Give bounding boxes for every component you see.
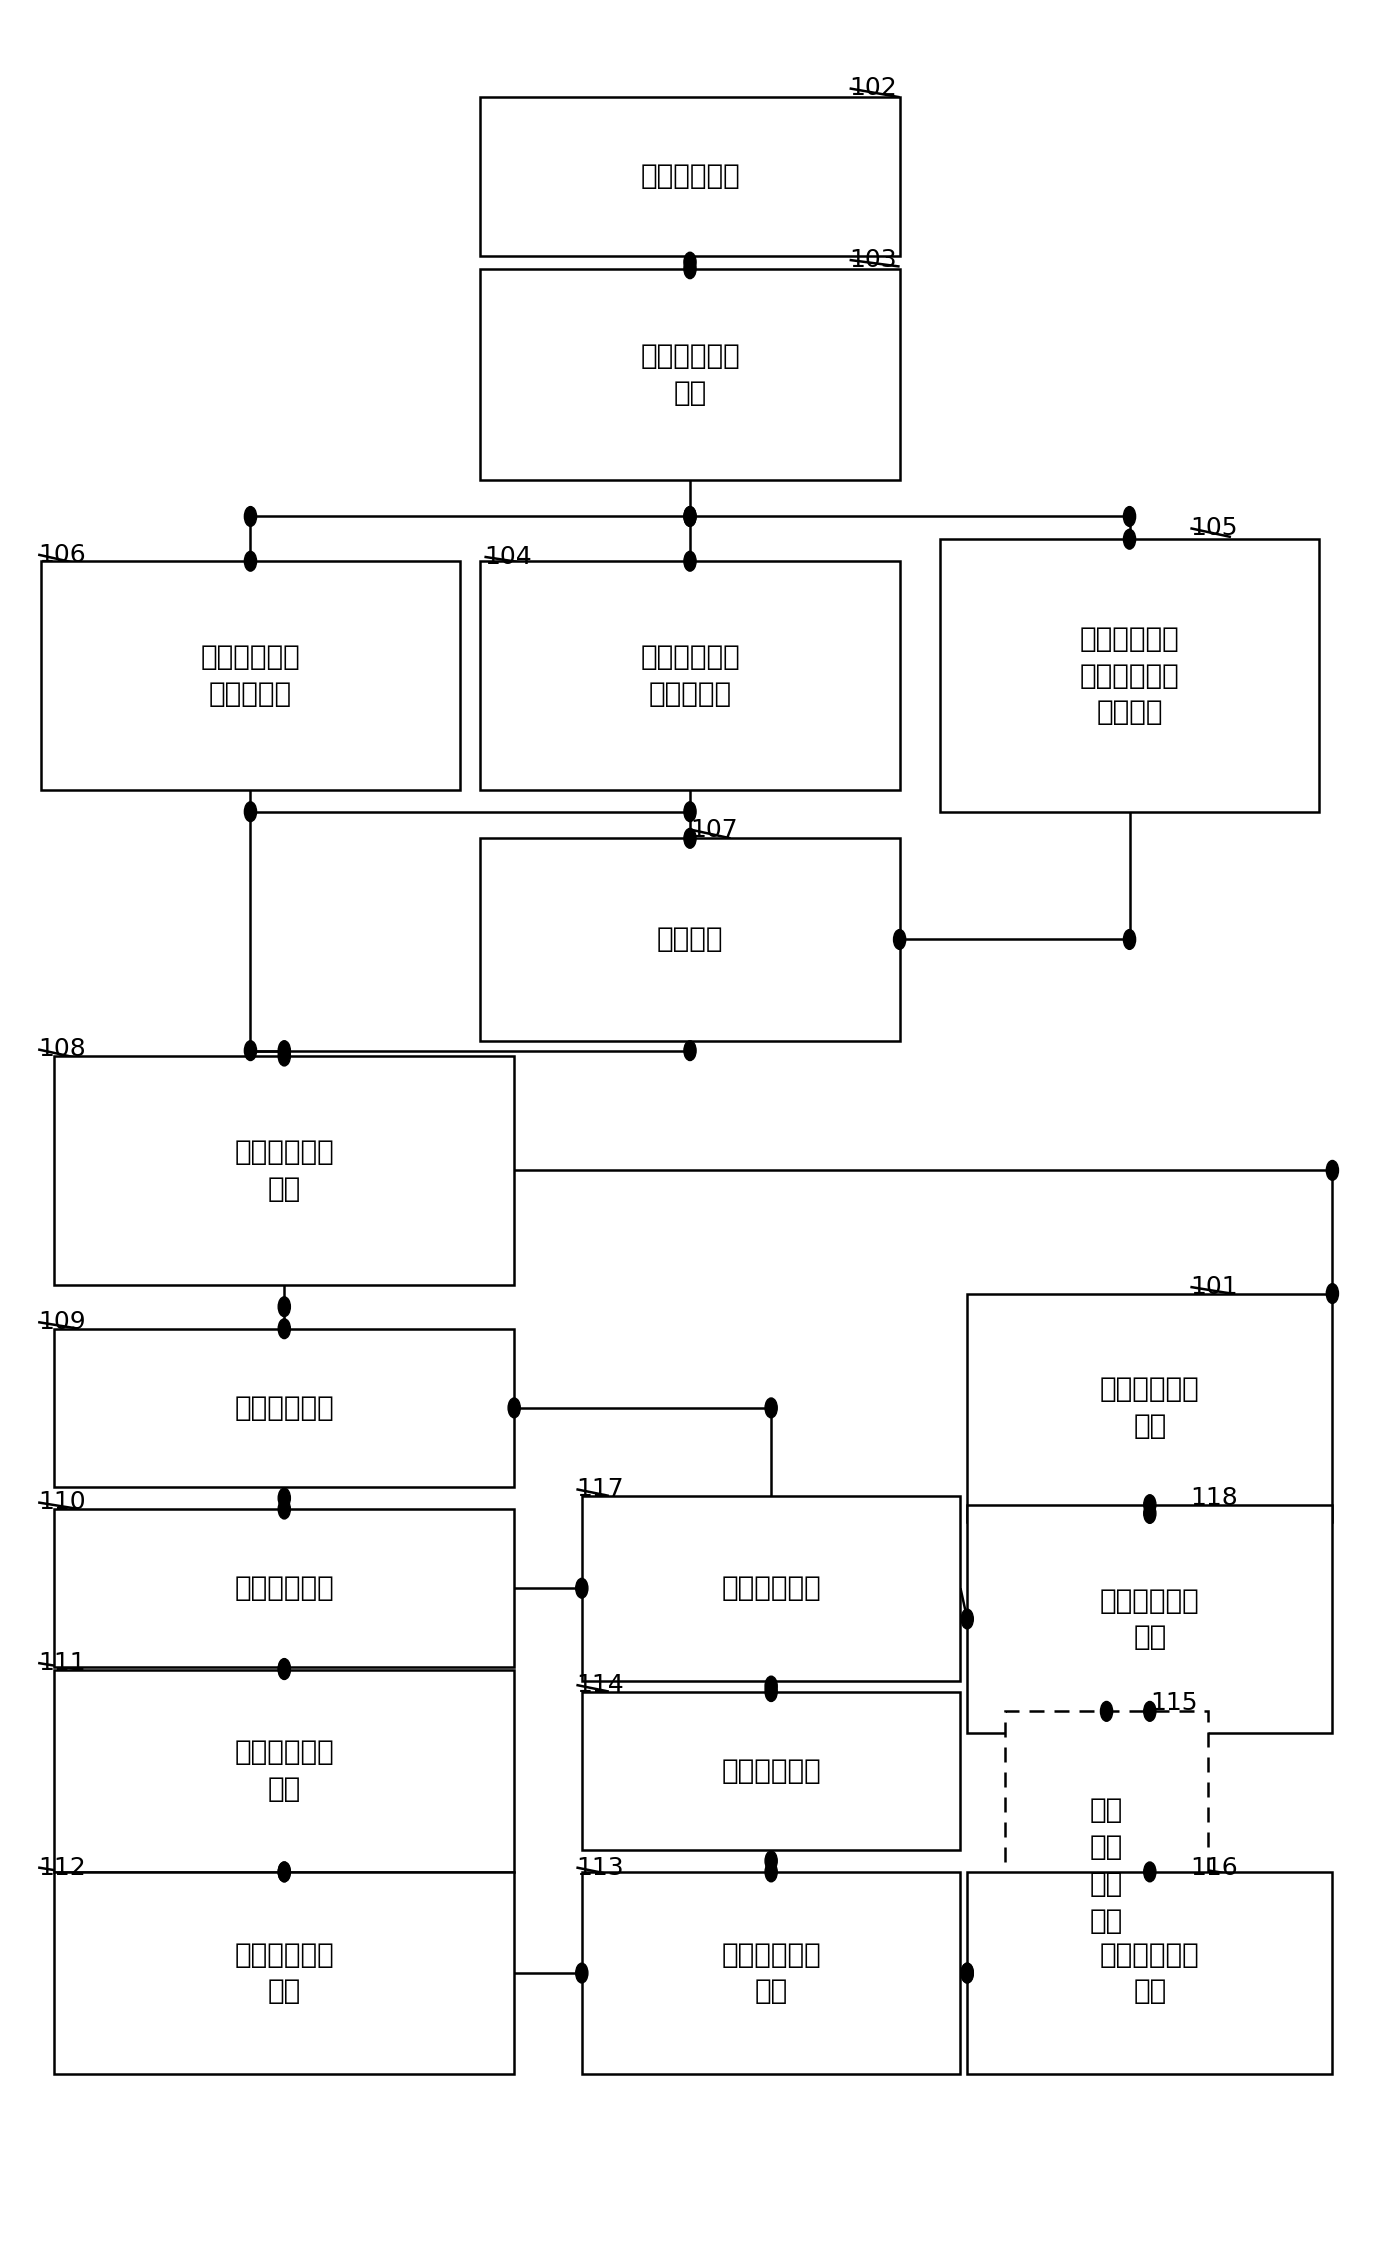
- Circle shape: [684, 251, 696, 272]
- Circle shape: [1123, 929, 1136, 949]
- Text: 111: 111: [39, 1652, 86, 1674]
- Circle shape: [1123, 507, 1136, 527]
- Bar: [582, 1871, 960, 2073]
- Circle shape: [279, 1041, 290, 1061]
- Circle shape: [684, 258, 696, 278]
- Bar: [940, 539, 1319, 812]
- Circle shape: [1100, 1701, 1112, 1721]
- Circle shape: [765, 1398, 777, 1418]
- Circle shape: [1123, 530, 1136, 550]
- Bar: [967, 1293, 1332, 1521]
- Bar: [967, 1871, 1332, 2073]
- Bar: [54, 1057, 515, 1286]
- Circle shape: [960, 1609, 973, 1629]
- Circle shape: [575, 1964, 588, 1984]
- Bar: [480, 561, 900, 790]
- Circle shape: [765, 1851, 777, 1871]
- Circle shape: [1144, 1863, 1156, 1883]
- Circle shape: [684, 828, 696, 848]
- Circle shape: [279, 1499, 290, 1519]
- Text: 账户办理模块: 账户办理模块: [722, 1757, 821, 1784]
- Circle shape: [279, 1488, 290, 1508]
- Bar: [1005, 1712, 1208, 2020]
- Text: 商品采购模块: 商品采购模块: [640, 162, 740, 191]
- Circle shape: [508, 1398, 520, 1418]
- Text: 交易金额统计
模块: 交易金额统计 模块: [235, 1739, 334, 1804]
- Circle shape: [575, 1578, 588, 1598]
- Text: 104: 104: [484, 545, 533, 568]
- Bar: [54, 1328, 515, 1488]
- Text: 106: 106: [39, 543, 86, 568]
- Circle shape: [1144, 1503, 1156, 1524]
- Text: 105: 105: [1191, 516, 1238, 541]
- Bar: [54, 1670, 515, 1871]
- Text: 商品名称与单
价输入模块: 商品名称与单 价输入模块: [640, 644, 740, 707]
- Circle shape: [684, 507, 696, 527]
- Circle shape: [1144, 1495, 1156, 1515]
- Text: 交易账户判断
模块: 交易账户判断 模块: [722, 1941, 821, 2006]
- Circle shape: [244, 801, 257, 821]
- Text: 交易金额结算
模块: 交易金额结算 模块: [1100, 1587, 1199, 1652]
- Text: 110: 110: [39, 1490, 86, 1515]
- Text: 价格储存模块: 价格储存模块: [235, 1394, 334, 1423]
- Circle shape: [244, 507, 257, 527]
- Circle shape: [893, 929, 905, 949]
- Circle shape: [279, 1658, 290, 1679]
- Text: 商品价格统计
模块: 商品价格统计 模块: [235, 1138, 334, 1203]
- Text: 采购判断模块: 采购判断模块: [235, 1575, 334, 1602]
- Bar: [582, 1497, 960, 1681]
- Circle shape: [1144, 1701, 1156, 1721]
- Circle shape: [279, 1661, 290, 1679]
- Circle shape: [765, 1676, 777, 1696]
- Text: 114: 114: [577, 1674, 624, 1696]
- Circle shape: [279, 1863, 290, 1883]
- Circle shape: [279, 1863, 290, 1883]
- Text: 108: 108: [39, 1037, 86, 1061]
- Circle shape: [960, 1964, 973, 1984]
- Text: 112: 112: [39, 1856, 86, 1880]
- Text: 113: 113: [577, 1856, 624, 1880]
- Text: 称重模块: 称重模块: [657, 925, 723, 954]
- Circle shape: [244, 552, 257, 572]
- Text: 118: 118: [1191, 1486, 1238, 1510]
- Text: 109: 109: [39, 1310, 86, 1335]
- Text: 赊账
状态
判断
模块: 赊账 状态 判断 模块: [1090, 1795, 1123, 1934]
- Circle shape: [1326, 1284, 1339, 1304]
- Text: 商品名字与价
格输入模块: 商品名字与价 格输入模块: [200, 644, 301, 707]
- Circle shape: [684, 552, 696, 572]
- Circle shape: [684, 1041, 696, 1061]
- Circle shape: [684, 801, 696, 821]
- Text: 115: 115: [1150, 1690, 1198, 1714]
- Text: 赊账记录模块: 赊账记录模块: [722, 1575, 821, 1602]
- Text: 交易方式选择
模块: 交易方式选择 模块: [640, 341, 740, 406]
- Bar: [54, 1508, 515, 1667]
- Text: 101: 101: [1191, 1275, 1238, 1299]
- Bar: [480, 839, 900, 1041]
- Circle shape: [765, 1681, 777, 1701]
- Circle shape: [279, 1319, 290, 1340]
- Text: 交易金额确认
模块: 交易金额确认 模块: [235, 1941, 334, 2006]
- Circle shape: [765, 1863, 777, 1883]
- Bar: [480, 96, 900, 256]
- Text: 商品名称与单
件重量与价格
输入模块: 商品名称与单 件重量与价格 输入模块: [1079, 624, 1180, 727]
- Text: 买方赊账判断
模块: 买方赊账判断 模块: [1100, 1941, 1199, 2006]
- Circle shape: [279, 1297, 290, 1317]
- Text: 103: 103: [850, 247, 897, 272]
- Bar: [41, 561, 460, 790]
- Bar: [582, 1692, 960, 1849]
- Circle shape: [279, 1046, 290, 1066]
- Circle shape: [684, 507, 696, 527]
- Text: 卖方信息输入
模块: 卖方信息输入 模块: [1100, 1376, 1199, 1441]
- Text: 102: 102: [850, 76, 897, 101]
- Circle shape: [1326, 1160, 1339, 1180]
- Text: 116: 116: [1191, 1856, 1238, 1880]
- Circle shape: [244, 1041, 257, 1061]
- Bar: [480, 269, 900, 480]
- Text: 107: 107: [690, 817, 738, 842]
- Circle shape: [960, 1964, 973, 1984]
- Bar: [967, 1506, 1332, 1732]
- Text: 117: 117: [577, 1477, 624, 1501]
- Bar: [54, 1871, 515, 2073]
